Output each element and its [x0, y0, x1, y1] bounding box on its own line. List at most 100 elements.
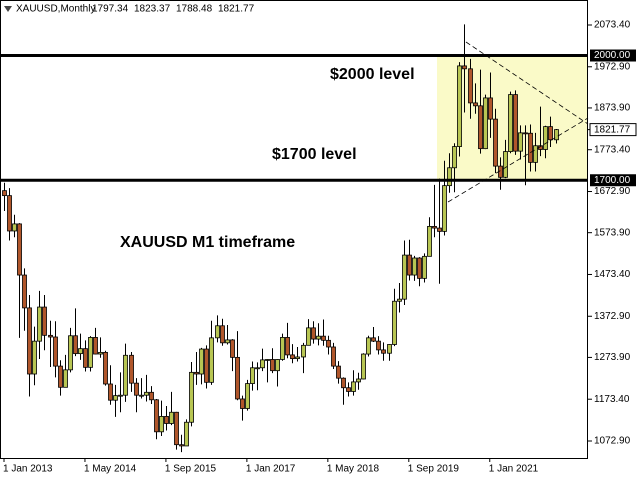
candle-body	[118, 394, 123, 397]
plot-frame	[0, 0, 588, 459]
candle-body	[295, 356, 300, 360]
candle-body	[437, 227, 442, 232]
candle-body	[528, 132, 533, 163]
candle-body	[533, 145, 538, 163]
x-tick-label: 1 May 2018	[327, 464, 380, 475]
current-price-box	[589, 123, 637, 137]
candle-body	[361, 353, 366, 380]
candle-body	[199, 348, 204, 375]
candle-body	[2, 190, 7, 197]
candle-body	[412, 257, 417, 276]
candle-body	[27, 307, 32, 375]
y-tick-label: 1672.90	[594, 186, 631, 197]
candle-body	[311, 327, 316, 340]
y-tick-label: 1473.40	[594, 269, 631, 280]
candle-body	[326, 339, 331, 348]
candle-body	[215, 325, 220, 339]
candle-body	[48, 334, 53, 338]
candle-body	[129, 354, 134, 384]
y-tick-label: 1573.90	[594, 227, 631, 238]
candle-body	[280, 337, 285, 360]
candle-body	[7, 195, 12, 232]
candle-body	[523, 132, 528, 135]
y-tick-label: 1072.90	[594, 436, 631, 447]
candle-body	[402, 254, 407, 300]
candle-body	[316, 335, 321, 340]
candle-body	[225, 339, 230, 344]
candle-body	[346, 387, 351, 392]
level-label-box	[590, 49, 636, 62]
candle-body	[554, 129, 559, 141]
y-tick-label: 1773.40	[594, 144, 631, 155]
candle-body	[260, 359, 265, 369]
candle-body	[336, 365, 341, 379]
y-tick-label: 1273.90	[594, 352, 631, 363]
level-label-box	[590, 174, 636, 187]
candle-body	[331, 346, 336, 367]
high-value: 1823.37	[134, 4, 171, 15]
candle-body	[164, 416, 169, 424]
candle-body	[503, 151, 508, 178]
candle-body	[134, 382, 139, 396]
candle-body	[518, 132, 523, 152]
candle-body	[235, 356, 240, 400]
candle-body	[381, 349, 386, 354]
candle-body	[78, 348, 83, 355]
candle-body	[366, 337, 371, 355]
symbol-icon	[4, 6, 12, 12]
y-tick-label: 1873.90	[594, 103, 631, 114]
symbol: XAUUSD,Monthly	[16, 4, 95, 15]
candle-body	[88, 337, 93, 368]
candle-body	[204, 348, 209, 383]
level-label: 2000.00	[594, 50, 631, 61]
candle-body	[543, 126, 548, 150]
x-tick-label: 1 Sep 2019	[408, 464, 460, 475]
candle-body	[159, 416, 164, 433]
candle-body	[149, 391, 154, 401]
x-tick-label: 1 May 2014	[84, 464, 137, 475]
current-price-label: 1821.77	[594, 124, 631, 135]
candle-body	[144, 391, 149, 396]
candle-body	[341, 377, 346, 389]
candle-body	[462, 65, 467, 70]
candle-body	[493, 118, 498, 167]
candle-body	[220, 325, 225, 344]
candle-body	[240, 398, 245, 409]
candle-body	[513, 94, 518, 152]
candle-body	[488, 97, 493, 120]
candle-body	[194, 371, 199, 375]
candle-body	[184, 421, 189, 447]
x-tick-label: 1 Jan 2021	[489, 464, 539, 475]
candle-body	[275, 359, 280, 372]
candle-body	[306, 327, 311, 346]
candle-body	[73, 335, 78, 355]
level-label: 1700.00	[594, 175, 631, 186]
candle-body	[442, 185, 447, 232]
y-tick-label: 1372.90	[594, 311, 631, 322]
candle-body	[270, 359, 275, 372]
candle-body	[407, 254, 412, 276]
candle-body	[452, 146, 457, 169]
candle-body	[432, 226, 437, 229]
candle-body	[356, 378, 361, 383]
candle-body	[169, 411, 174, 424]
candle-body	[189, 371, 194, 423]
candle-body	[417, 257, 422, 279]
candle-body	[301, 344, 306, 358]
close-value: 1821.77	[218, 4, 255, 15]
candle-body	[392, 300, 397, 345]
candle-body	[230, 339, 235, 358]
candle-body	[83, 348, 88, 368]
candle-body	[548, 126, 553, 141]
candle-body	[447, 167, 452, 187]
candle-body	[63, 369, 68, 388]
candle-body	[397, 298, 402, 302]
candle-body	[427, 226, 432, 257]
candle-body	[139, 394, 144, 397]
candle-body	[209, 337, 214, 383]
candle-body	[468, 68, 473, 104]
candle-body	[473, 102, 478, 107]
candle-body	[508, 94, 513, 152]
